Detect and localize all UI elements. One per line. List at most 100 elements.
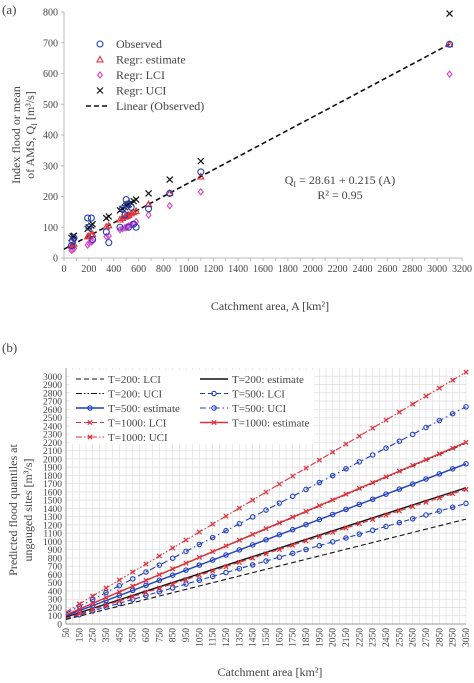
panel-a-point-triangle <box>165 188 174 197</box>
panel-b-series-marker <box>383 474 389 480</box>
panel-a-ylabel-line-2: of AMS, QI [m³/s] <box>23 91 39 179</box>
panel-b-series-marker <box>236 537 242 543</box>
panel-b-series-marker <box>103 589 109 596</box>
panel-a-legend-swatch <box>96 87 104 94</box>
panel-b-y-tick-label: 2700 <box>43 398 62 408</box>
panel-b-series-marker <box>303 538 309 544</box>
panel-b-y-tick-label: 2400 <box>43 422 62 432</box>
panel-b-series-marker <box>76 611 82 617</box>
panel-b-x-tick-label: 2450 <box>382 628 392 647</box>
panel-b-series-marker <box>143 589 149 596</box>
panel-b-y-tick-label: 1100 <box>43 530 62 540</box>
panel-b-series-marker <box>383 512 389 518</box>
panel-b-label: (b) <box>2 340 17 355</box>
panel-a-x-axis-label: Catchment area, A [km²] <box>211 299 329 313</box>
panel-b-series-marker <box>250 497 256 503</box>
panel-b-series-marker <box>90 600 96 607</box>
panel-a-point-circle <box>121 211 129 219</box>
panel-a-point-diamond <box>68 246 75 255</box>
panel-b-series-marker <box>316 542 323 549</box>
panel-a-x-tick-label: 1200 <box>203 264 223 275</box>
panel-a-point-diamond <box>197 188 204 196</box>
panel-b-series-marker <box>330 529 336 535</box>
panel-a-y-tick-label: 500 <box>43 100 58 111</box>
panel-b-series-marker <box>449 466 456 472</box>
panel-b-x-tick-label: 350 <box>102 628 112 643</box>
panel-b-series-marker <box>436 417 443 424</box>
panel-b-y-tick-label: 2100 <box>43 447 62 457</box>
panel-b-x-tick-label: 50 <box>62 628 72 638</box>
panel-b-series-marker <box>290 542 296 548</box>
panel-b-series-marker <box>343 506 349 513</box>
panel-b-series-marker <box>236 521 243 527</box>
panel-b-series-marker <box>450 377 456 383</box>
panel-b-y-tick-label: 400 <box>48 587 63 597</box>
panel-b-x-tick-label: 650 <box>142 628 152 643</box>
panel-b-series-marker <box>450 491 456 497</box>
panel-b-x-tick-label: 1650 <box>275 628 285 647</box>
panel-a-ylabel-unit: [m³/s] <box>23 91 37 120</box>
panel-b-series-marker <box>303 546 309 553</box>
panel-b-ylabel-line-2: ungauged sites [m³/s] <box>21 459 35 562</box>
panel-a-point-circle <box>84 214 92 222</box>
panel-a-point-diamond <box>84 241 91 249</box>
panel-b-y-tick-label: 1400 <box>43 505 62 515</box>
panel-b-series-marker <box>170 545 176 551</box>
panel-b-series-marker <box>223 569 229 576</box>
panel-b-series-marker <box>143 561 149 567</box>
panel-b-x-tick-label: 2950 <box>449 628 459 647</box>
panel-a-point-triangle <box>144 200 153 208</box>
panel-a-r-squared: R² = 0.95 <box>317 188 362 202</box>
panel-b-series-marker <box>89 596 96 603</box>
panel-a-x-tick-label: 200 <box>81 264 96 275</box>
panel-a-legend-label: Observed <box>116 37 162 51</box>
panel-a-y-tick-label: 800 <box>43 8 58 19</box>
panel-a-point-diamond <box>145 211 152 219</box>
panel-b-series-marker <box>343 525 349 531</box>
panel-a-y-tick-label: 200 <box>43 192 58 203</box>
panel-b-series-line <box>65 406 467 614</box>
panel-b-y-tick-label: 2000 <box>43 455 62 465</box>
panel-b-series-marker <box>383 491 389 497</box>
panel-b-series-marker <box>423 424 429 431</box>
panel-b-series-marker <box>156 562 163 568</box>
panel-b-series-marker <box>116 589 122 595</box>
panel-a-label: (a) <box>2 2 16 17</box>
panel-b-series-marker <box>463 439 469 445</box>
panel-a-ylabel-subscript: I <box>30 123 39 126</box>
panel-b-series-marker <box>76 601 82 607</box>
panel-b-series-marker <box>396 486 403 492</box>
panel-a-point-diamond <box>116 225 124 234</box>
panel-a-legend-label: Regr: LCI <box>116 68 165 82</box>
panel-b-series-marker <box>196 577 203 583</box>
panel-b-series-marker <box>436 451 442 457</box>
panel-b-series-marker <box>236 559 242 566</box>
panel-b-series-marker <box>209 573 216 580</box>
panel-b-series-marker <box>316 516 323 523</box>
panel-a-equation-lhs: Q <box>285 173 294 187</box>
panel-b-legend-label: T=200: estimate <box>232 374 304 386</box>
panel-b-series-marker <box>356 501 363 508</box>
panel-b-series-marker <box>183 581 189 587</box>
panel-b-legend-label: T=200: UCI <box>108 389 163 401</box>
panel-a-x-tick-label: 0 <box>62 264 67 275</box>
panel-b-series-marker <box>423 456 429 463</box>
panel-b-series-marker <box>329 472 336 479</box>
panel-b-series-marker <box>276 500 283 506</box>
panel-b-series-marker <box>116 598 122 604</box>
panel-a-ylabel-line-1: Index flood or mean <box>9 86 23 184</box>
panel-b-series-marker <box>263 525 269 532</box>
panel-a-legend-label: Regr: estimate <box>116 53 186 67</box>
panel-b-series-marker <box>196 541 203 548</box>
panel-a-point-diamond <box>103 232 110 241</box>
panel-b-series-marker <box>156 572 162 578</box>
panel-a-point-circle <box>85 223 93 231</box>
panel-a-equation-subscript: I <box>293 180 296 189</box>
panel-b-series-marker <box>316 457 322 463</box>
panel-b-series-marker <box>196 529 202 535</box>
panel-b-legend-marker <box>211 390 217 397</box>
panel-b-series-marker <box>143 592 149 599</box>
panel-b-series-marker <box>369 527 376 534</box>
panel-b-series-marker <box>316 479 323 486</box>
panel-b-series-marker <box>196 562 203 568</box>
